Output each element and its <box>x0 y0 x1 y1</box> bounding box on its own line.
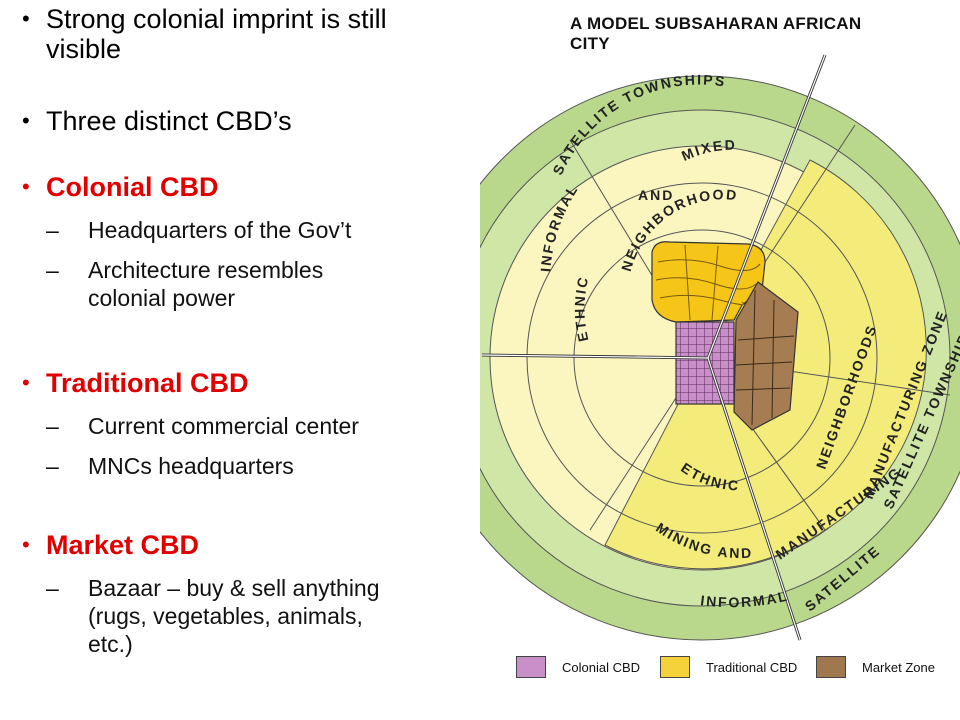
legend-label: Traditional CBD <box>706 660 798 675</box>
label-and-top: AND <box>638 187 674 203</box>
legend-label: Market Zone <box>862 660 935 675</box>
bullet-text: Three distinct CBD’s <box>46 106 292 136</box>
sub-dash: – <box>46 257 59 283</box>
bullet-text: Strong colonial imprint is still visible <box>46 4 387 64</box>
neighborhood-ring-line <box>573 229 831 487</box>
market-cbd-heading: Market CBD <box>46 530 200 560</box>
mining-sector <box>604 357 826 570</box>
legend-swatch <box>516 656 546 678</box>
bullet-dot: • <box>22 6 30 31</box>
bullet-dot: • <box>22 532 30 557</box>
sub-dash: – <box>46 575 59 601</box>
diagram-title: A MODEL SUBSAHARAN AFRICAN CITY <box>570 14 862 53</box>
sub-text: MNCs headquarters <box>88 453 294 479</box>
bullet-panel: • Strong colonial imprint is still visib… <box>22 4 387 657</box>
manufacturing-zone-sector <box>701 159 927 531</box>
sub-dash: – <box>46 217 59 243</box>
sub-dash: – <box>46 413 59 439</box>
city-model-diagram: A MODEL SUBSAHARAN AFRICAN CITY <box>480 0 960 720</box>
sub-text: Bazaar – buy & sell anything (rugs, vege… <box>88 575 380 657</box>
sub-dash: – <box>46 453 59 479</box>
legend-swatch <box>816 656 846 678</box>
inner-ring-line <box>526 182 878 534</box>
bullet-dot: • <box>22 174 30 199</box>
colonial-cbd-heading: Colonial CBD <box>46 172 219 202</box>
sub-text: Current commercial center <box>88 413 359 439</box>
market-zone-shape <box>733 281 799 431</box>
sub-text: Architecture resembles colonial power <box>88 257 324 311</box>
city-model-svg: SATELLITE TOWNSHIPS INFORMAL MIXED AND N… <box>480 0 960 641</box>
legend-label: Colonial CBD <box>562 660 641 675</box>
bullet-dot: • <box>22 108 30 133</box>
colonial-cbd-shape <box>675 321 735 405</box>
sub-text: Headquarters of the Gov’t <box>88 217 352 243</box>
traditional-cbd-heading: Traditional CBD <box>46 368 249 398</box>
label-ethnic-left: ETHNIC <box>571 274 591 343</box>
bullet-dot: • <box>22 370 30 395</box>
legend-swatch <box>660 656 690 678</box>
